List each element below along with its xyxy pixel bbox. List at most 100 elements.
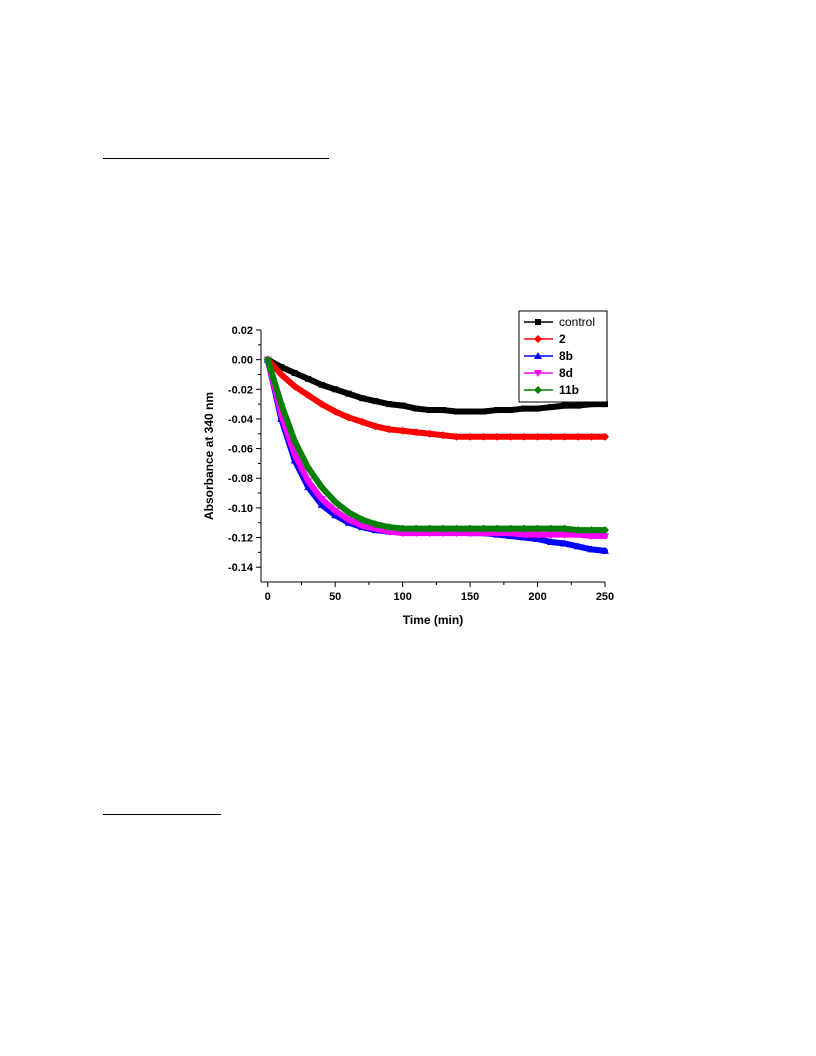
data-point — [425, 524, 434, 533]
data-point — [493, 530, 502, 538]
data-point — [479, 530, 488, 538]
data-point — [425, 429, 434, 438]
series-2 — [263, 355, 609, 441]
data-point — [588, 401, 595, 408]
y-tick-label: -0.08 — [228, 473, 253, 485]
data-point — [506, 530, 515, 538]
data-point — [290, 451, 299, 459]
data-point — [371, 422, 380, 431]
legend-label: 2 — [559, 332, 566, 346]
data-point — [601, 432, 609, 441]
y-tick-label: -0.10 — [228, 503, 253, 515]
data-point — [413, 405, 420, 412]
data-point — [560, 531, 569, 539]
x-tick-label: 150 — [461, 591, 479, 603]
data-point — [317, 400, 326, 409]
data-point — [575, 402, 582, 409]
y-tick-label: -0.04 — [228, 414, 254, 426]
x-tick-label: 250 — [596, 591, 614, 603]
data-point — [601, 526, 609, 535]
y-tick-label: 0.02 — [232, 325, 253, 337]
data-point — [587, 533, 596, 541]
y-tick-label: -0.12 — [228, 533, 253, 545]
legend-label: 8b — [559, 349, 573, 363]
data-point — [467, 408, 474, 415]
data-point — [278, 364, 285, 371]
data-point — [371, 520, 380, 529]
horizontal-rule-top — [103, 158, 329, 159]
data-point — [507, 407, 514, 414]
data-point — [506, 524, 515, 533]
y-tick-label: 0.00 — [232, 355, 253, 367]
data-point — [452, 432, 461, 441]
series-layer — [263, 355, 609, 554]
series-control — [264, 356, 608, 415]
data-point — [344, 516, 353, 524]
absorbance-line-chart: 0.02 0.00 -0.02 -0.04 -0.06 -0.08 -0.10 -0.12 -0… — [202, 310, 614, 627]
x-tick-label: 200 — [528, 591, 546, 603]
data-point — [412, 524, 421, 533]
data-point — [574, 432, 583, 441]
data-point — [398, 426, 407, 435]
x-tick-label: 100 — [393, 591, 411, 603]
data-point — [452, 524, 461, 533]
data-point — [344, 508, 353, 517]
data-point — [412, 530, 421, 538]
legend-label: 8d — [559, 366, 573, 380]
data-point — [317, 495, 326, 503]
data-point — [480, 408, 487, 415]
data-point — [547, 537, 556, 545]
data-point — [440, 407, 447, 414]
y-tick-label: -0.06 — [228, 444, 253, 456]
data-point — [574, 526, 583, 535]
data-point — [587, 432, 596, 441]
legend-marker — [534, 386, 542, 394]
x-axis-title: Time (min) — [403, 613, 463, 627]
legend-item-control: control — [524, 315, 595, 329]
data-point — [520, 531, 529, 539]
data-point — [359, 395, 366, 402]
data-point — [466, 524, 475, 533]
data-point — [479, 524, 488, 533]
legend-marker — [534, 370, 542, 377]
legend-marker — [535, 319, 541, 325]
data-point — [412, 428, 421, 437]
data-point — [547, 432, 556, 441]
data-point — [587, 545, 596, 553]
data-point — [331, 407, 340, 416]
data-point — [290, 437, 299, 446]
data-point — [372, 398, 379, 405]
data-point — [494, 407, 501, 414]
data-point — [331, 507, 340, 515]
data-point — [439, 530, 448, 538]
data-point — [439, 431, 448, 440]
data-point — [358, 515, 367, 524]
x-tick-label: 0 — [265, 591, 271, 603]
legend-item-8d: 8d — [524, 366, 573, 380]
data-point — [291, 369, 298, 376]
data-point — [466, 432, 475, 441]
legend-item-11b: 11b — [524, 383, 579, 397]
data-point — [398, 530, 407, 538]
data-point — [560, 524, 569, 533]
data-point — [304, 463, 313, 472]
horizontal-rule-bottom — [103, 814, 221, 815]
data-point — [493, 432, 502, 441]
data-point — [317, 483, 326, 492]
y-axis-title: Absorbance at 340 nm — [202, 392, 216, 520]
data-point — [358, 522, 367, 530]
x-tick-label: 50 — [329, 591, 341, 603]
data-point — [263, 355, 272, 364]
data-point — [601, 533, 609, 541]
data-point — [453, 408, 460, 415]
data-point — [345, 390, 352, 397]
y-tick-label: -0.14 — [228, 562, 254, 574]
data-point — [533, 531, 542, 539]
data-point — [399, 402, 406, 409]
data-point — [520, 524, 529, 533]
data-point — [277, 370, 286, 379]
data-point — [574, 542, 583, 550]
data-point — [574, 531, 583, 539]
data-point — [560, 539, 569, 547]
data-point — [506, 432, 515, 441]
